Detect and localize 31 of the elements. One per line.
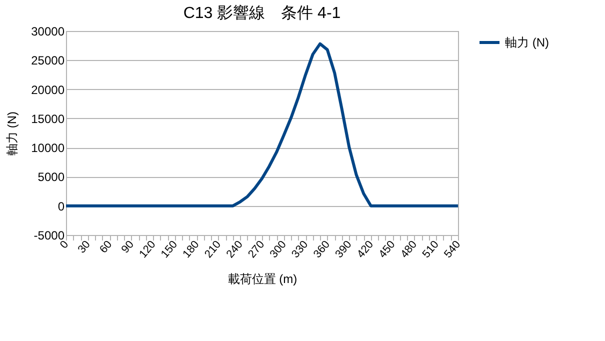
x-tick-label: 360 — [311, 238, 332, 260]
chart-title: C13 影響線 条件 4-1 — [183, 4, 341, 22]
y-tick-label: -5000 — [34, 228, 65, 242]
x-tick-label: 300 — [268, 238, 289, 260]
x-tick-label: 60 — [98, 238, 115, 256]
x-tick-label: 180 — [180, 238, 202, 260]
y-tick-label: 20000 — [31, 82, 65, 97]
x-tick-label: 420 — [354, 238, 376, 260]
y-tick-label: 10000 — [31, 141, 65, 156]
x-tick-label: 240 — [224, 238, 246, 260]
legend-label: 軸力 (N) — [505, 36, 549, 50]
x-tick-label: 30 — [76, 238, 93, 256]
x-tick-label: 270 — [246, 238, 268, 260]
x-tick-label: 330 — [290, 238, 311, 260]
line-series — [64, 42, 460, 208]
x-tick-label: 210 — [202, 238, 224, 260]
y-tick-label: 0 — [58, 199, 65, 214]
x-axis-title: 載荷位置 (m) — [228, 272, 298, 286]
y-tick-label: 5000 — [38, 170, 65, 184]
y-axis-title: 軸力 (N) — [5, 112, 20, 156]
x-tick-label: 390 — [333, 238, 354, 260]
x-tick-label: 90 — [119, 238, 136, 256]
x-tick-label: 120 — [137, 238, 158, 260]
x-tick-label: 540 — [442, 238, 464, 260]
y-tick-label: 15000 — [31, 112, 65, 126]
y-tick-label: 30000 — [31, 24, 65, 38]
y-tick-label: 25000 — [31, 54, 65, 68]
x-tick-label: 150 — [158, 238, 180, 260]
x-tick-label: 450 — [376, 238, 398, 260]
x-tick-label: 510 — [420, 238, 442, 260]
x-tick-label: 480 — [398, 238, 420, 260]
